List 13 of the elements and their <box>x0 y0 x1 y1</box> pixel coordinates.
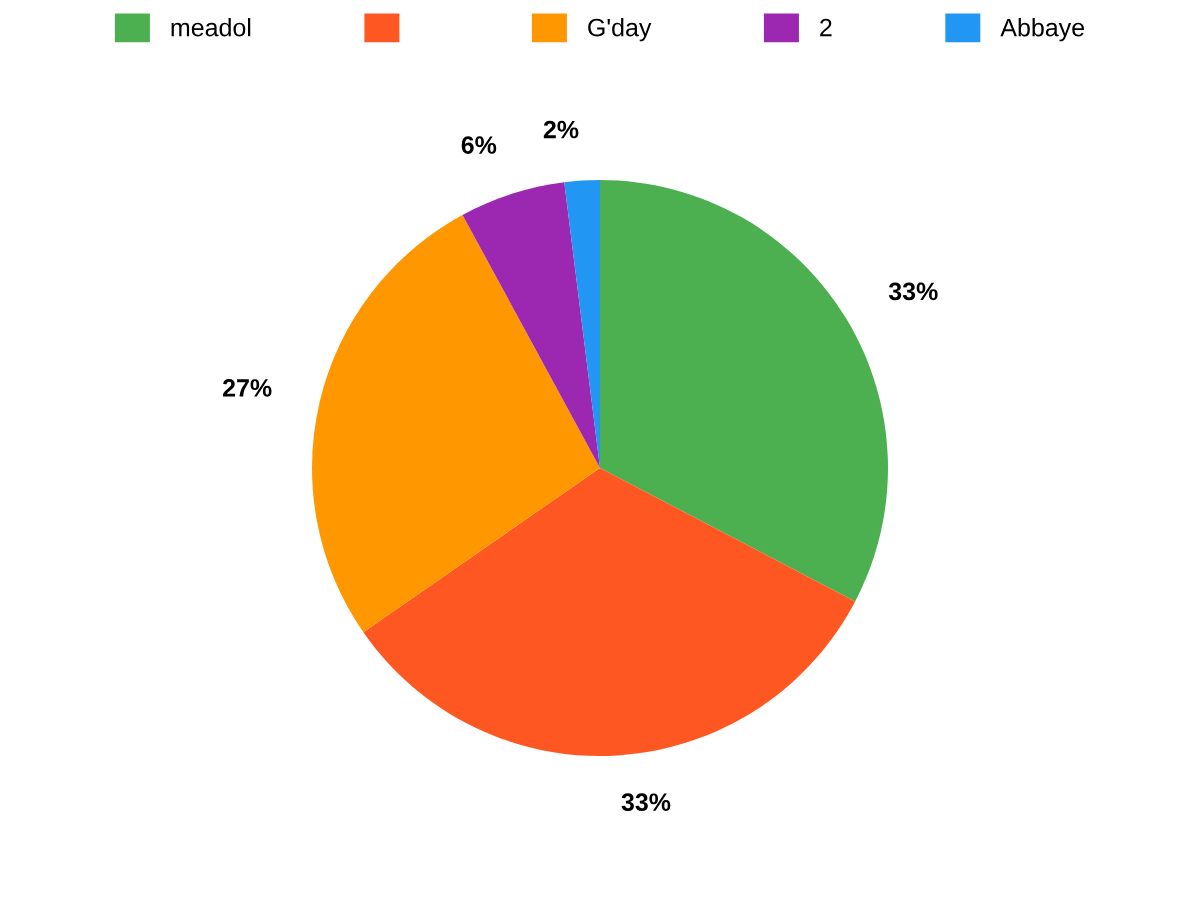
pie-slice <box>462 182 600 468</box>
data-label: 6% <box>461 136 497 154</box>
legend-label: meadol <box>171 18 251 37</box>
legend-label: Abbaye <box>1000 18 1084 42</box>
data-label: 33% <box>621 793 671 812</box>
data-label: 33% <box>888 282 938 301</box>
pie-slice <box>600 180 888 602</box>
data-label: 27% <box>223 379 272 397</box>
data-label: 2% <box>543 120 579 139</box>
pie-slice <box>363 468 856 756</box>
legend-label: G'day <box>588 18 652 42</box>
pie-slice <box>312 214 600 633</box>
legend-label: 2 <box>820 18 832 37</box>
